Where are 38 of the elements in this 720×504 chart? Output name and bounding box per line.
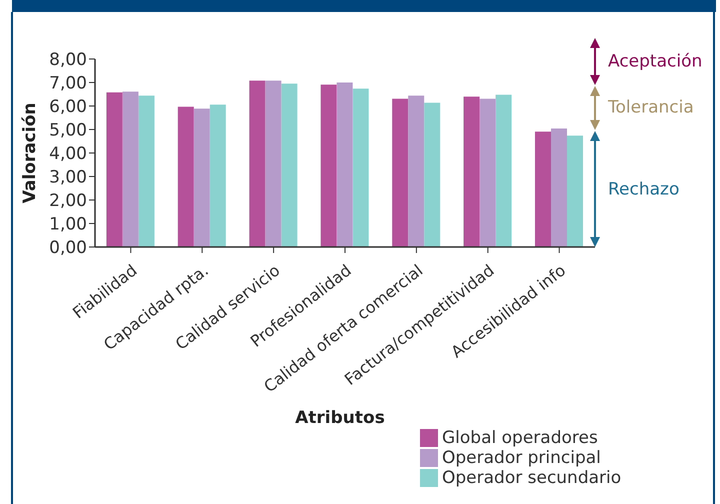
- bar: [138, 96, 154, 247]
- bar: [424, 102, 440, 247]
- y-tick-label: 5,00: [49, 120, 87, 141]
- bar: [408, 96, 424, 247]
- y-tick-label: 7,00: [49, 74, 87, 94]
- bar: [178, 106, 194, 247]
- bar: [464, 96, 480, 247]
- y-tick-label: 0,00: [49, 238, 87, 258]
- y-tick-label: 4,00: [49, 144, 87, 164]
- bar: [567, 136, 583, 247]
- bar: [480, 98, 496, 247]
- bar: [535, 132, 551, 247]
- bar: [249, 80, 266, 247]
- legend-label: Global operadores: [442, 428, 598, 448]
- legend-label: Operador secundario: [442, 468, 622, 488]
- bar: [551, 128, 567, 247]
- y-tick-label: 8,00: [49, 50, 87, 70]
- legend-label: Operador principal: [442, 448, 601, 468]
- bar: [265, 80, 282, 247]
- bar: [281, 84, 298, 247]
- y-tick-label: 1,00: [49, 214, 87, 235]
- bar: [392, 98, 408, 247]
- bar: [352, 88, 369, 247]
- x-axis-title: Atributos: [294, 408, 386, 428]
- y-tick-label: 6,00: [49, 97, 87, 118]
- y-tick-label: 3,00: [49, 168, 87, 188]
- bar: [122, 92, 138, 247]
- bar: [106, 92, 122, 247]
- bar: [496, 94, 512, 247]
- text: Tolerancia: [607, 98, 694, 118]
- text: Aceptación: [608, 52, 702, 72]
- bar: [336, 82, 353, 247]
- bar: [194, 108, 210, 247]
- y-tick-label: 2,00: [49, 191, 87, 212]
- y-axis-title: Valoración: [20, 102, 40, 204]
- text: Rechazo: [608, 180, 680, 200]
- bar: [320, 84, 337, 247]
- bar: [210, 104, 226, 247]
